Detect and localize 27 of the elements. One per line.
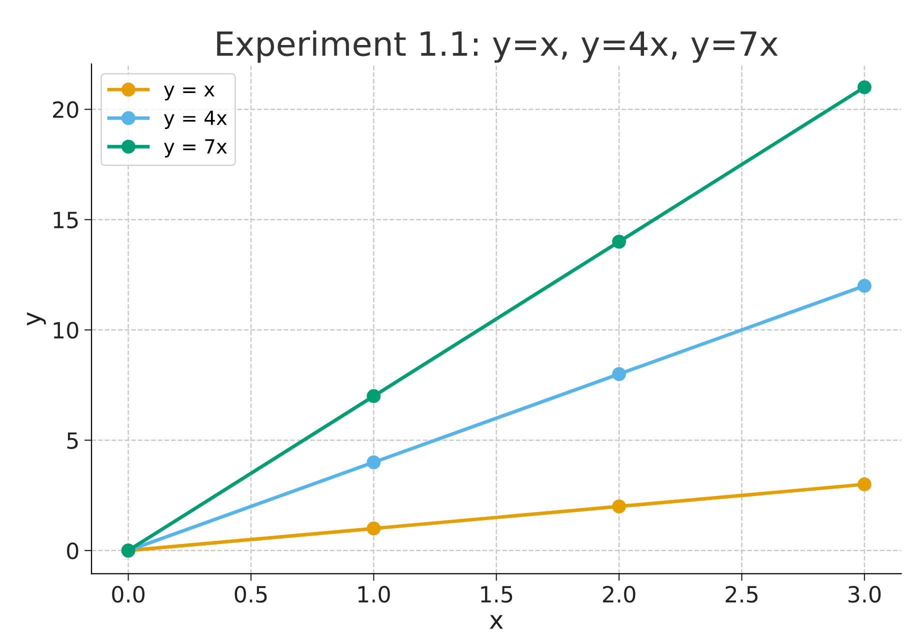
y-tick-label: 15 [54, 212, 78, 228]
point [366, 389, 381, 404]
x-tick-label: 1.5 [481, 586, 512, 603]
legend-label: y = x [164, 86, 214, 100]
point [612, 234, 626, 249]
x-tick-label: 3.0 [848, 586, 881, 603]
x-tick-label: 0.0 [112, 586, 145, 603]
point [366, 455, 381, 470]
point [366, 522, 381, 536]
legend-label: y = 7x [164, 139, 227, 158]
y-tick-label: 10 [54, 322, 78, 339]
x-tick-label: 1.0 [358, 586, 390, 603]
y-tick-label: 20 [53, 101, 78, 118]
point [858, 80, 872, 94]
point [858, 278, 872, 293]
legend-label: y = 4x [164, 110, 227, 129]
x-tick-label: 2.0 [603, 586, 636, 603]
x-tick-label: 0.5 [234, 586, 267, 603]
point [858, 477, 872, 492]
point [612, 499, 626, 514]
chart-title: Experiment 1.1: y=x, y=4x, y=7x [217, 30, 778, 63]
point [612, 367, 626, 381]
y-tick-label: 5 [67, 432, 78, 449]
y-tick-label: 0 [67, 542, 78, 560]
x-axis-title: x [490, 615, 503, 629]
x-tick-label: 2.5 [726, 586, 758, 603]
y-axis-title: y [26, 312, 46, 326]
